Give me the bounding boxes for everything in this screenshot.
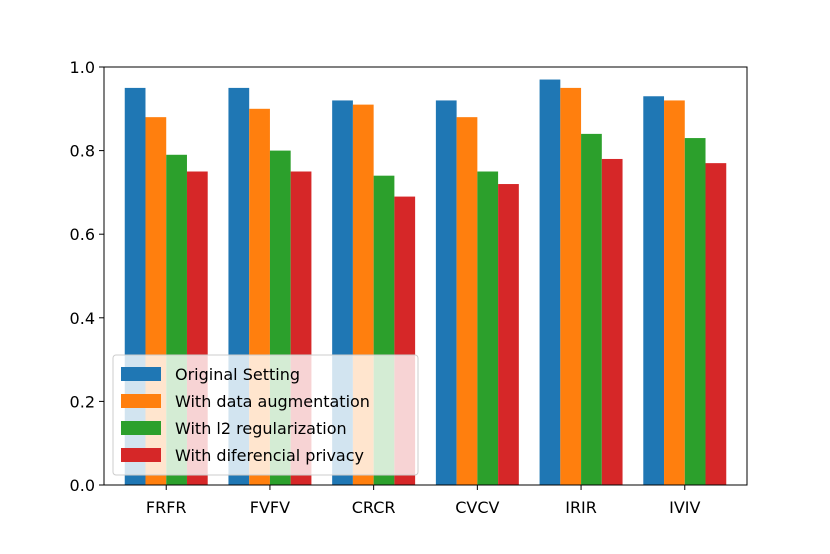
bar-irir-series-1 xyxy=(539,79,561,485)
y-tick-label: 0.2 xyxy=(70,392,95,411)
x-tick-label: IRIR xyxy=(565,498,597,517)
y-tick-label: 0.6 xyxy=(70,225,95,244)
y-tick-label: 0.8 xyxy=(70,142,95,161)
bar-iviv-series-4 xyxy=(705,163,727,485)
plot-frame xyxy=(103,66,748,486)
bar-cvcv-series-3 xyxy=(477,171,499,485)
legend: Original Setting With data augmentation Wi… xyxy=(112,354,419,476)
y-tick-label: 1.0 xyxy=(70,58,95,77)
bar-irir-series-3 xyxy=(581,133,602,485)
legend-box xyxy=(112,354,419,476)
x-tick-label: FRFR xyxy=(146,498,187,517)
x-axis: FRFR FVFV CRCR CVCV IRIR IVIV xyxy=(146,485,700,517)
legend-label: Original Setting xyxy=(175,365,300,384)
bar-iviv-series-3 xyxy=(684,138,706,485)
legend-swatch xyxy=(121,421,161,435)
y-axis: 0.0 0.2 0.4 0.6 0.8 1.0 xyxy=(70,58,104,495)
legend-swatch xyxy=(121,448,161,462)
legend-swatch xyxy=(121,394,161,408)
legend-label: With data augmentation xyxy=(175,392,370,411)
legend-swatch xyxy=(121,367,161,381)
bar-cvcv-series-1 xyxy=(435,100,457,485)
x-tick-label: CVCV xyxy=(455,498,499,517)
legend-label: With l2 regularization xyxy=(175,419,347,438)
bar-cvcv-series-4 xyxy=(498,184,519,486)
y-tick-label: 0.4 xyxy=(70,309,95,328)
bar-iviv-series-1 xyxy=(643,96,665,485)
y-tick-label: 0.0 xyxy=(70,476,95,495)
legend-label: With diferencial privacy xyxy=(175,446,364,465)
x-tick-label: FVFV xyxy=(250,498,290,517)
bar-iviv-series-2 xyxy=(664,100,685,485)
bar-cvcv-series-2 xyxy=(456,117,478,485)
bar-irir-series-2 xyxy=(560,87,582,486)
bar-irir-series-4 xyxy=(601,158,623,485)
x-tick-label: CRCR xyxy=(352,498,396,517)
x-tick-label: IVIV xyxy=(669,498,700,517)
